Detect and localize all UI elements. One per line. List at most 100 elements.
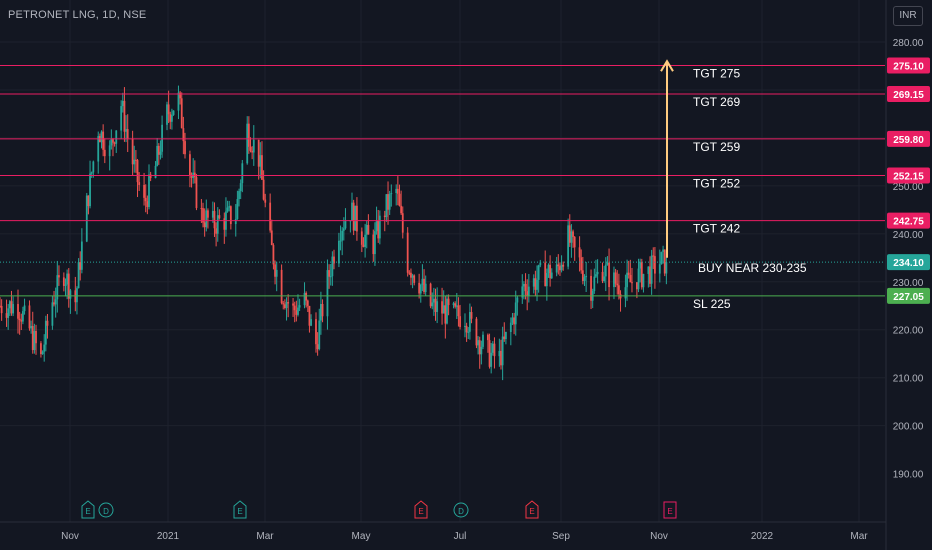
price-tag <box>887 130 930 147</box>
candle-body <box>229 206 232 225</box>
candle-body <box>627 272 630 276</box>
candle-body <box>203 222 206 228</box>
candle-body <box>539 262 542 266</box>
candle-body <box>308 305 311 326</box>
candle-body <box>375 220 378 232</box>
price-tag-label: 227.05 <box>893 292 924 303</box>
candle-body <box>423 278 425 293</box>
candle-body <box>195 177 198 209</box>
candle-body <box>436 301 439 312</box>
earnings-marker[interactable]: E <box>663 501 677 519</box>
candle-body <box>498 350 501 357</box>
candle-body <box>365 225 368 235</box>
candle-body <box>285 302 288 308</box>
candle-body <box>459 316 461 327</box>
candle-body <box>665 262 668 274</box>
candle-body <box>166 104 168 125</box>
candle-body <box>146 201 149 207</box>
marker-shape <box>233 500 247 519</box>
marker-letter: D <box>458 507 464 516</box>
candle-body <box>446 298 448 324</box>
marker-letter: E <box>529 507 534 516</box>
candle-body <box>316 344 319 350</box>
time-tick-label: May <box>352 531 371 542</box>
earnings-marker[interactable]: E <box>414 500 428 519</box>
candle-body <box>377 220 380 239</box>
dividend-marker[interactable]: D <box>98 502 114 518</box>
candle-body <box>521 286 524 298</box>
candle-body <box>22 311 24 322</box>
candle-body <box>126 129 129 139</box>
candle-body <box>341 230 344 241</box>
candle-body <box>310 319 312 326</box>
candle-body <box>133 159 136 165</box>
candle-body <box>421 278 424 285</box>
candle-body <box>568 225 571 243</box>
candle-body <box>595 274 597 277</box>
candle-body <box>90 172 93 174</box>
candle-body <box>434 298 437 312</box>
candle-body <box>467 331 470 333</box>
candle-body <box>0 305 1 307</box>
candle-body <box>275 269 278 277</box>
candle-body <box>516 297 519 303</box>
candle-body <box>631 282 633 284</box>
candle-body <box>374 231 376 255</box>
target-arrow <box>660 59 674 258</box>
candle-body <box>616 283 619 286</box>
candle-body <box>400 205 403 214</box>
candle-body <box>662 249 664 253</box>
candle-body <box>500 350 502 366</box>
dividend-marker[interactable]: D <box>453 502 469 518</box>
candle-body <box>354 205 357 231</box>
marker-letter: E <box>237 507 242 516</box>
candle-body <box>113 142 116 144</box>
candle-body <box>527 286 530 297</box>
earnings-marker[interactable]: E <box>81 500 95 519</box>
candle-body <box>97 136 100 162</box>
earnings-marker[interactable]: E <box>525 500 539 519</box>
candle-body <box>298 305 301 308</box>
grid <box>0 0 885 522</box>
candle-body <box>637 268 640 290</box>
candle-body <box>62 277 65 286</box>
candle-body <box>216 215 219 234</box>
candle-body <box>87 195 90 207</box>
candle-body <box>218 215 221 219</box>
candle-body <box>441 301 443 314</box>
candle-body <box>360 231 363 245</box>
candle-body <box>367 225 370 235</box>
currency-button[interactable]: INR <box>893 6 923 26</box>
candle-body <box>454 303 457 307</box>
candle-body <box>100 131 103 143</box>
candle-body <box>182 128 185 142</box>
candle-body <box>67 273 70 299</box>
candle-body <box>202 208 204 223</box>
earnings-marker[interactable]: E <box>233 500 247 519</box>
price-tag <box>887 57 930 74</box>
candle-body <box>626 272 628 288</box>
candle-body <box>606 262 609 265</box>
candle-body <box>262 179 265 200</box>
candle-body <box>207 210 209 218</box>
candle-body <box>544 262 547 287</box>
candle-body <box>51 302 54 326</box>
candle-body <box>654 256 656 274</box>
candle-body <box>490 352 493 367</box>
candle-body <box>200 208 203 210</box>
candle-body <box>385 194 388 218</box>
candle-body <box>545 273 548 287</box>
price-tag-label: 275.10 <box>893 61 924 72</box>
candle-body <box>585 275 588 278</box>
candle-body <box>562 264 565 267</box>
candle-body <box>514 302 517 325</box>
price-tag <box>887 212 930 229</box>
time-tick-label: Mar <box>850 531 868 542</box>
candle-body <box>411 275 414 278</box>
price-axis: 280.00 250.00 240.00 230.00 220.00 210.00 200.… <box>885 0 924 550</box>
candle-body <box>134 159 137 161</box>
price-tick-label: 250.00 <box>893 182 924 193</box>
candle-body <box>447 298 450 306</box>
candle-body <box>580 257 583 271</box>
